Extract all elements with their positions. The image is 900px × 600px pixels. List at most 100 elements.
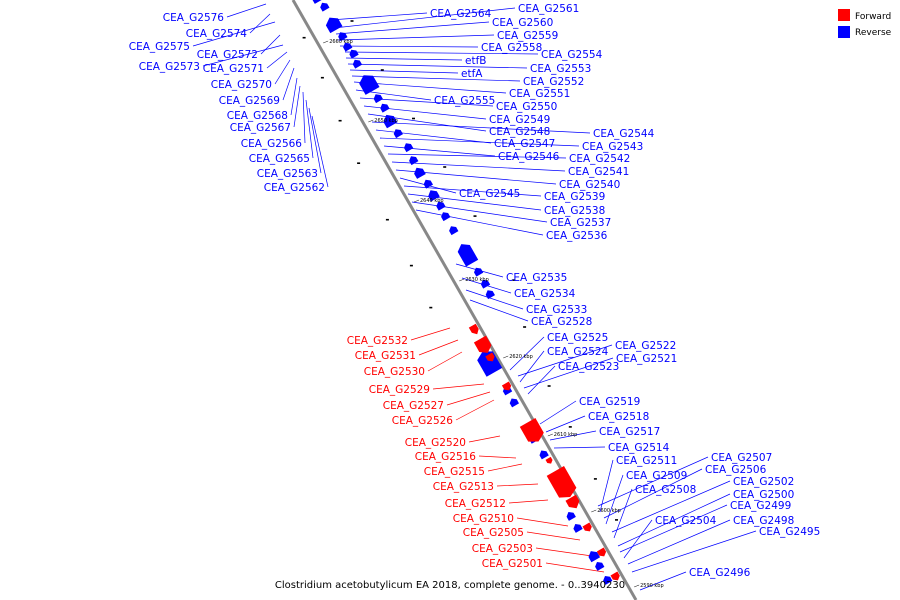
feature-mark-16 [593, 478, 597, 480]
right-label-47-connector [619, 504, 728, 553]
tick-label-1: 2650 kbp [374, 118, 398, 124]
gene-reverse-14 [414, 167, 426, 179]
tick-mark-1 [368, 119, 374, 123]
gene-reverse-33 [603, 576, 613, 585]
gene-reverse-29 [566, 512, 576, 521]
gene-reverse-21 [474, 267, 484, 277]
gene-reverse-17 [436, 201, 446, 211]
left-label-4: CEA_G2573 [139, 61, 200, 73]
right-label-4-connector [339, 45, 479, 48]
right-label-10-connector [353, 81, 507, 94]
right-label-28: CEA_G2534 [514, 288, 576, 300]
right-label-19: CEA_G2542 [569, 153, 630, 165]
left-label-13-connector [311, 115, 329, 188]
forward-label-6-connector [468, 435, 501, 443]
gene-features [312, 0, 620, 585]
right-label-41: CEA_G2511 [616, 455, 677, 467]
feature-mark-4 [385, 218, 389, 221]
gene-labels: CEA_G2576CEA_G2574CEA_G2575CEA_G2572CEA_… [129, 3, 821, 579]
right-label-16: CEA_G2547 [494, 138, 555, 150]
tick-mark-4 [503, 355, 509, 359]
forward-label-2: CEA_G2530 [364, 366, 425, 378]
forward-label-4-connector [446, 391, 491, 406]
right-label-8-connector [349, 69, 459, 74]
left-label-3: CEA_G2572 [197, 49, 258, 61]
right-label-12: CEA_G2550 [496, 101, 557, 113]
gene-reverse-28 [539, 450, 549, 460]
right-label-51: CEA_G2496 [689, 567, 751, 579]
right-label-15-connector [371, 121, 591, 134]
gene-reverse-30 [573, 524, 583, 533]
left-label-0-connector [226, 3, 267, 18]
right-label-42: CEA_G2506 [705, 464, 767, 476]
right-label-2: CEA_G2560 [492, 17, 553, 29]
forward-label-7-connector [478, 455, 517, 459]
right-label-3-connector [337, 34, 495, 41]
gene-reverse-15 [423, 179, 433, 189]
gene-reverse-24 [477, 351, 503, 377]
legend-reverse-label: Reverse [855, 28, 892, 38]
feature-mark-17 [615, 519, 618, 521]
gene-reverse-7 [359, 75, 380, 95]
feature-mark-5 [409, 264, 413, 267]
right-label-34: CEA_G2521 [616, 353, 677, 365]
gene-reverse-22 [480, 279, 491, 289]
left-label-2: CEA_G2575 [129, 41, 190, 53]
gene-reverse-5 [349, 49, 359, 59]
right-label-11: CEA_G2555 [434, 95, 495, 107]
right-label-5-connector [344, 51, 539, 55]
left-label-0: CEA_G2576 [163, 12, 225, 24]
feature-mark-9 [412, 117, 415, 120]
right-label-23: CEA_G2539 [544, 191, 605, 203]
feature-mark-11 [473, 215, 477, 217]
right-label-35-connector [527, 365, 556, 395]
tick-label-3: 2630 kbp [465, 277, 489, 283]
tick-mark-7 [634, 584, 640, 588]
gene-reverse-23 [485, 290, 495, 300]
feature-mark-6 [429, 306, 433, 309]
right-label-15: CEA_G2544 [593, 128, 655, 140]
left-label-4-connector [202, 44, 284, 67]
right-label-33: CEA_G2524 [547, 346, 609, 358]
tick-mark-0 [323, 40, 329, 44]
tick-label-0: 2660 kbp [329, 39, 353, 45]
forward-label-11: CEA_G2510 [453, 513, 514, 525]
right-label-44: CEA_G2502 [733, 476, 794, 488]
feature-mark-8 [380, 69, 384, 71]
gene-forward-5 [545, 456, 553, 464]
legend: Forward Reverse [838, 9, 892, 38]
left-label-10: CEA_G2566 [241, 138, 303, 150]
forward-label-6: CEA_G2520 [405, 437, 466, 449]
tick-label-2: 2640 kbp [420, 198, 444, 204]
forward-label-3-connector [432, 383, 485, 390]
tick-label-7: 2590 kbp [640, 583, 664, 589]
gene-reverse-31 [588, 551, 601, 563]
gene-reverse-6 [352, 59, 363, 69]
forward-label-12-connector [526, 531, 581, 541]
left-label-6-connector [274, 59, 291, 85]
gene-forward-10 [610, 571, 620, 581]
left-label-8: CEA_G2568 [227, 110, 288, 122]
right-label-7-connector [347, 63, 528, 69]
right-label-41-connector [599, 459, 614, 513]
right-label-35: CEA_G2523 [558, 361, 619, 373]
tick-label-5: 2610 kbp [554, 432, 578, 438]
feature-mark-2 [338, 119, 342, 122]
right-label-31-connector [509, 336, 545, 371]
tick-mark-3 [459, 278, 465, 282]
forward-label-13-connector [535, 547, 593, 557]
gene-forward-4 [519, 418, 544, 442]
right-label-7: CEA_G2553 [530, 63, 591, 75]
tick-label-4: 2620 kbp [509, 354, 533, 360]
right-label-26-connector [415, 209, 544, 236]
left-label-13: CEA_G2562 [264, 182, 325, 194]
legend-reverse-swatch [838, 26, 850, 38]
right-label-17: CEA_G2543 [582, 141, 643, 153]
right-label-6-connector [345, 57, 463, 61]
gene-reverse-10 [383, 114, 398, 129]
gene-reverse-12 [404, 143, 414, 153]
forward-label-7: CEA_G2516 [415, 451, 477, 463]
forward-label-9: CEA_G2513 [433, 481, 494, 493]
left-label-1-connector [249, 13, 271, 34]
right-label-36: CEA_G2519 [579, 396, 640, 408]
